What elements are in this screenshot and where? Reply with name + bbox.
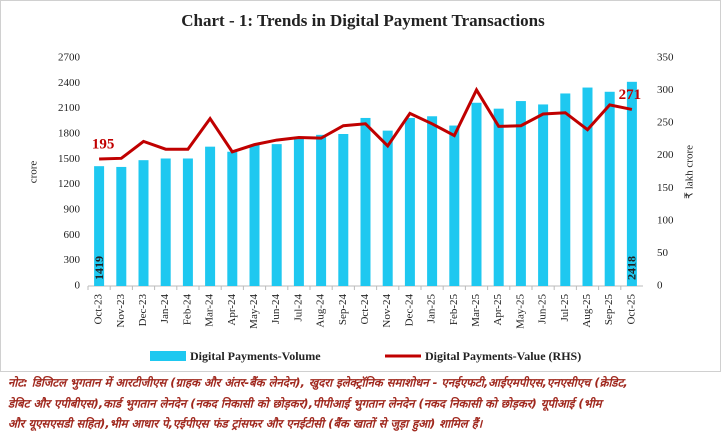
x-tick-label: Dec-24 xyxy=(403,294,415,327)
bar-value-label: 2418 xyxy=(625,256,639,280)
x-tick-label: Feb-24 xyxy=(181,294,193,326)
bar xyxy=(582,87,593,286)
y-tick-label: 2400 xyxy=(58,77,81,89)
x-tick-label: Jun-25 xyxy=(537,294,549,324)
y2-tick-label: 300 xyxy=(657,84,674,96)
y-axis-label: crore xyxy=(28,161,40,184)
x-tick-label: Mar-25 xyxy=(470,294,482,327)
legend-label: Digital Payments-Value (RHS) xyxy=(425,349,581,363)
bar xyxy=(205,146,216,286)
bar xyxy=(515,101,526,286)
bar xyxy=(449,125,460,286)
x-tick-label: Sep-25 xyxy=(603,294,615,326)
legend-swatch xyxy=(150,351,186,361)
bar xyxy=(182,158,193,286)
x-tick-label: May-25 xyxy=(514,294,526,329)
bar xyxy=(94,166,105,286)
line xyxy=(99,86,633,161)
note-line: नोट: डिजिटल भुगतान में आरटीजीएस (ग्राहक … xyxy=(8,376,628,391)
y2-tick-label: 250 xyxy=(657,117,674,129)
y2-tick-label: 0 xyxy=(657,280,663,292)
bar xyxy=(626,81,637,287)
x-tick-label: Oct-25 xyxy=(625,294,637,325)
bar xyxy=(338,134,349,286)
bar xyxy=(293,136,304,286)
x-tick-label: Aug-25 xyxy=(581,294,593,328)
x-tick-label: Feb-25 xyxy=(448,294,460,326)
line-value-label: 195 xyxy=(92,136,115,152)
x-tick-label: Jan-25 xyxy=(426,294,438,324)
bar xyxy=(538,104,549,286)
x-tick-label: Apr-25 xyxy=(492,294,504,326)
bar xyxy=(404,117,415,286)
bar xyxy=(116,166,127,286)
y2-tick-label: 150 xyxy=(657,182,674,194)
bar xyxy=(249,144,260,286)
note-line: और यूएसएसडी सहित),भीम आधार पे,एईपीएस फंड… xyxy=(8,417,484,432)
x-tick-label: Mar-24 xyxy=(204,294,216,327)
bar xyxy=(316,134,327,286)
x-tick-label: Dec-23 xyxy=(137,294,149,327)
x-tick-label: Oct-23 xyxy=(93,294,105,325)
bar xyxy=(227,151,238,286)
bar xyxy=(560,93,571,286)
bar xyxy=(471,102,482,286)
bar xyxy=(160,158,171,286)
x-tick-label: Sep-24 xyxy=(337,294,349,326)
bar xyxy=(604,91,615,287)
y-tick-label: 2700 xyxy=(58,52,81,64)
x-tick-label: Jun-24 xyxy=(270,294,282,324)
x-tick-label: Jul-24 xyxy=(292,294,304,322)
x-tick-label: May-24 xyxy=(248,294,260,329)
y-tick-label: 2100 xyxy=(58,102,81,114)
bar xyxy=(493,108,504,287)
y2-tick-label: 100 xyxy=(657,214,674,226)
chart-border xyxy=(0,0,721,372)
y2-tick-label: 350 xyxy=(657,52,674,64)
x-tick-label: Jul-25 xyxy=(559,294,571,322)
y2-tick-label: 50 xyxy=(657,247,669,259)
x-tick-label: Jan-24 xyxy=(159,294,171,324)
bar xyxy=(138,160,149,286)
legend-label: Digital Payments-Volume xyxy=(190,349,321,363)
line-value-label: 271 xyxy=(619,87,642,103)
y-tick-label: 600 xyxy=(64,229,81,241)
y2-axis-label: ₹ lakh crore xyxy=(684,145,696,199)
y-tick-label: 1800 xyxy=(58,128,81,140)
chart-title: Chart - 1: Trends in Digital Payment Tra… xyxy=(181,11,545,30)
bar xyxy=(427,116,438,287)
bar xyxy=(360,117,371,286)
y2-tick-label: 200 xyxy=(657,149,674,161)
y-tick-label: 1200 xyxy=(58,178,81,190)
y-tick-label: 300 xyxy=(64,254,81,266)
note-line: डेबिट और एपीबीएस),कार्ड भुगतान लेनदेन (न… xyxy=(8,397,605,412)
x-tick-label: Nov-23 xyxy=(115,294,127,328)
y-tick-label: 900 xyxy=(64,204,81,216)
bar xyxy=(271,144,282,286)
bar xyxy=(382,130,393,286)
y-tick-label: 0 xyxy=(75,280,81,292)
bar-value-label: 1419 xyxy=(92,256,106,280)
x-tick-label: Nov-24 xyxy=(381,294,393,328)
x-tick-label: Apr-24 xyxy=(226,294,238,326)
y-tick-label: 1500 xyxy=(58,153,81,165)
x-tick-label: Oct-24 xyxy=(359,294,371,325)
x-tick-label: Aug-24 xyxy=(315,294,327,328)
